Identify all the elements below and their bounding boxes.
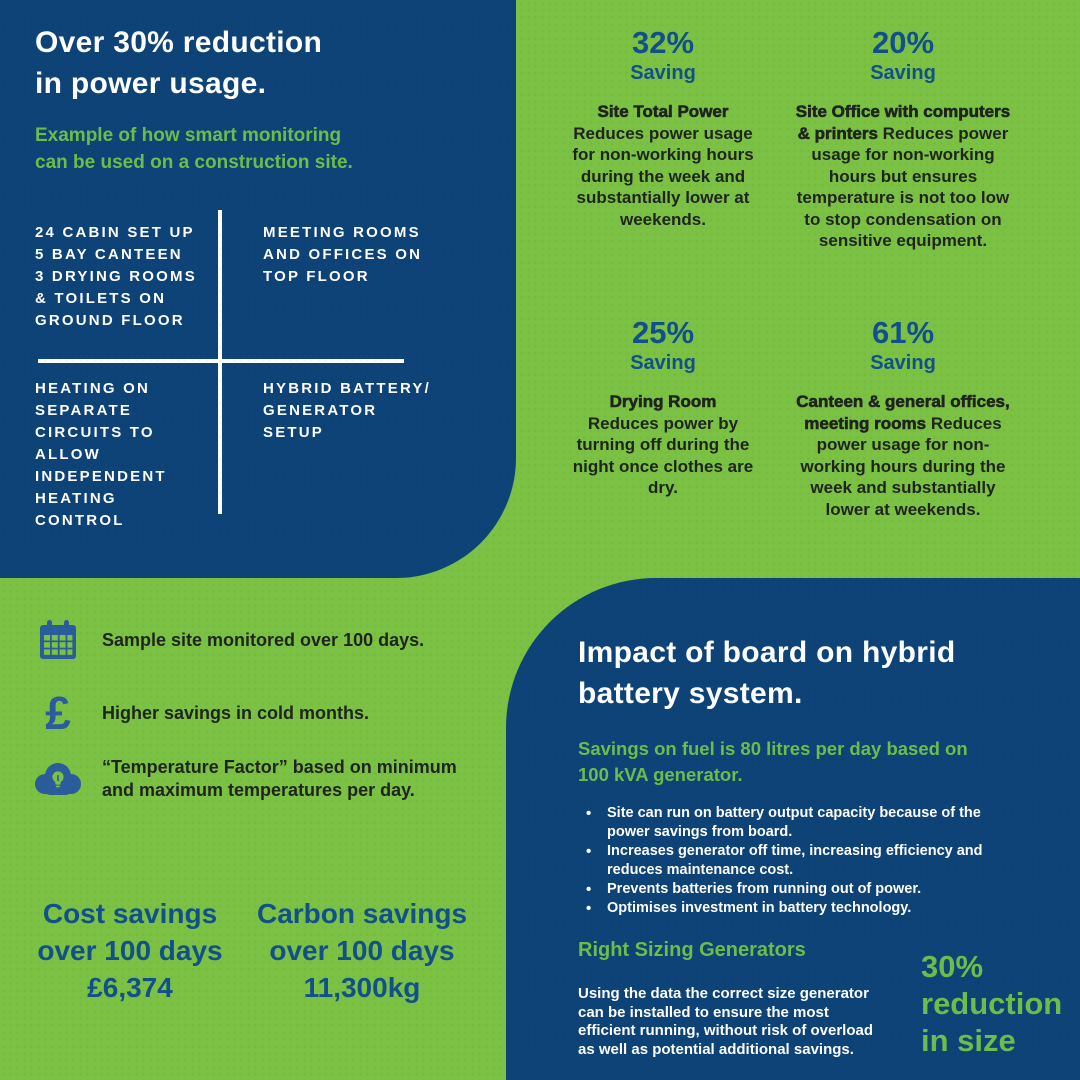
impact-title: Impact of board on hybrid battery system… [578, 636, 956, 710]
fact-text: “Temperature Factor” based on minimum an… [102, 757, 457, 800]
pound-icon: £ [45, 687, 71, 739]
carbon-savings-total: Carbon savings over 100 days 11,300kg [256, 898, 468, 1003]
stat-lead-in: Drying Room [609, 392, 717, 412]
bullet-item: Optimises investment in battery technolo… [580, 899, 1040, 918]
main-title: Over 30% reduction in power usage. [35, 26, 323, 100]
stat-value: 25% [631, 315, 695, 350]
fact-text: Sample site monitored over 100 days. [102, 629, 425, 650]
heating-circuits-cell: HEATING ON SEPARATE CIRCUITS TO ALLOW IN… [35, 380, 167, 529]
stat-canteen-offices: 61% Saving Canteen & general offices, me… [773, 316, 1033, 520]
stat-site-total-power: 32% Saving Site Total Power Reduces powe… [533, 26, 793, 230]
fact-text: Higher savings in cold months. [102, 702, 370, 723]
stat-rest: Reduces power usage for non-working hour… [572, 123, 754, 229]
stat-label: Saving [630, 352, 696, 374]
right-sizing-text: Using the data the correct size generato… [578, 985, 874, 1058]
stat-label: Saving [630, 62, 696, 84]
stat-lead-in: Canteen & general offices, meeting rooms [796, 392, 1010, 433]
grid-divider-horizontal [38, 359, 404, 363]
main-subtitle: Example of how smart monitoring can be u… [35, 125, 353, 173]
stat-value: 20% [871, 25, 935, 60]
stat-label: Saving [870, 352, 936, 374]
impact-bullet-list: Site can run on battery output capacity … [580, 804, 1040, 918]
site-setup-cell: 24 CABIN SET UP 5 BAY CANTEEN 3 DRYING R… [35, 224, 197, 329]
stat-description: Site Office with computers & printers Re… [773, 101, 1033, 252]
stat-rest: Reduces power usage for non-working hour… [796, 123, 1010, 251]
bullet-item: Prevents batteries from running out of p… [580, 880, 1040, 899]
fact-cold-months: £ Higher savings in cold months. [34, 690, 369, 736]
calendar-icon [34, 620, 82, 660]
impact-subtitle: Savings on fuel is 80 litres per day bas… [578, 738, 968, 785]
stat-rest: Reduces power by turning off during the … [572, 413, 754, 497]
stat-description: Drying Room Reduces power by turning off… [533, 391, 793, 499]
stat-value: 32% [631, 25, 695, 60]
hybrid-battery-cell: HYBRID BATTERY/ GENERATOR SETUP [263, 380, 431, 441]
fact-monitoring-days: Sample site monitored over 100 days. [34, 620, 424, 660]
cloud-bulb-icon [34, 763, 82, 795]
right-sizing-heading: Right Sizing Generators [578, 939, 806, 961]
stat-value: 61% [871, 315, 935, 350]
stat-rest: Reduces power usage for non- working hou… [800, 413, 1006, 519]
stat-drying-room: 25% Saving Drying Room Reduces power by … [533, 316, 793, 499]
stat-lead-in: Site Office with computers & printers [795, 102, 1011, 143]
stat-description: Site Total Power Reduces power usage for… [533, 101, 793, 230]
fact-temperature-factor: “Temperature Factor” based on minimum an… [34, 756, 457, 802]
stat-site-office: 20% Saving Site Office with computers & … [773, 26, 1033, 252]
stat-label: Saving [870, 62, 936, 84]
top-left-panel [0, 0, 516, 578]
bullet-item: Site can run on battery output capacity … [580, 804, 1040, 842]
cost-savings-total: Cost savings over 100 days £6,374 [37, 898, 223, 1003]
reduction-in-size-stat: 30% reduction in size [921, 949, 1063, 1058]
stat-lead-in: Site Total Power [597, 102, 729, 122]
stat-description: Canteen & general offices, meeting rooms… [773, 391, 1033, 520]
bullet-item: Increases generator off time, increasing… [580, 842, 1040, 880]
meeting-rooms-cell: MEETING ROOMS AND OFFICES ON TOP FLOOR [263, 224, 423, 285]
